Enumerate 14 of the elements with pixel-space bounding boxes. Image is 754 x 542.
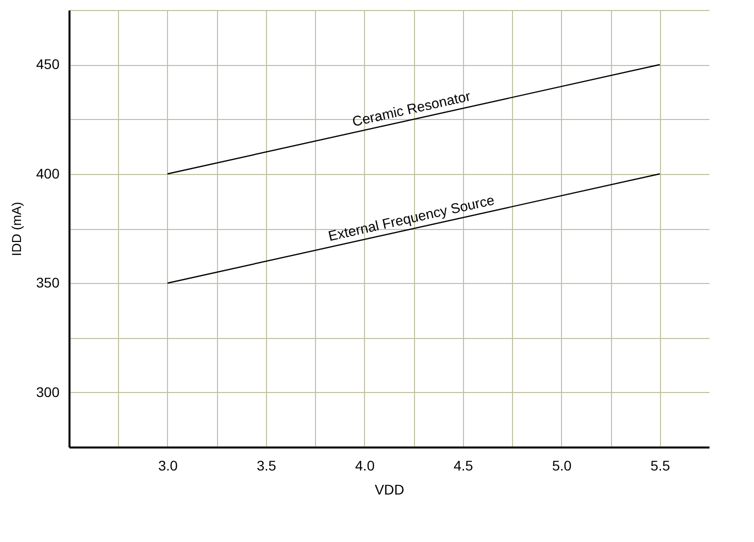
y-tick-label: 300 <box>36 384 60 400</box>
x-tick-label: 3.5 <box>256 458 276 474</box>
text: External Frequency Source <box>326 192 496 244</box>
text: Ceramic Resonator <box>350 88 472 130</box>
x-tick-label: 3.0 <box>158 458 178 474</box>
x-axis-title: VDD <box>374 482 404 498</box>
x-tick-label: 4.5 <box>454 458 474 474</box>
x-tick-label: 4.0 <box>355 458 375 474</box>
y-axis-title: IDD (mA) <box>9 202 24 256</box>
x-tick-label: 5.5 <box>650 458 670 474</box>
y-tick-label: 350 <box>36 274 60 291</box>
x-tick-label: 5.0 <box>552 458 572 474</box>
y-tick-label: 450 <box>36 56 60 72</box>
y-tick-label: 400 <box>36 165 60 182</box>
